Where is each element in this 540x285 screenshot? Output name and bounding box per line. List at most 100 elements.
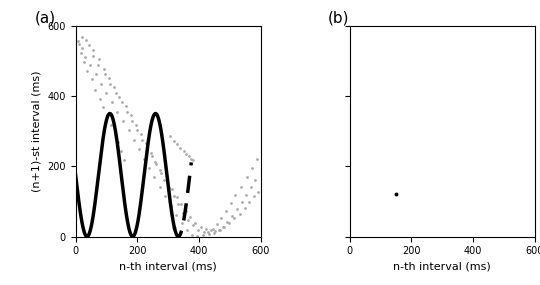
Point [90,87,99,92]
Point [151,160,159,164]
Point [124,128,133,133]
Point [208,227,217,231]
Point [110,85,118,89]
Point [248,166,256,170]
Point [148,154,157,159]
Point [134,147,143,152]
Point [122,103,130,108]
Point [187,156,195,161]
Point [87,77,96,81]
Point [223,219,232,224]
Point [107,123,116,127]
Y-axis label: (n+1)-st interval (ms): (n+1)-st interval (ms) [32,70,42,192]
Point [145,166,153,170]
Point [107,100,116,105]
Point [114,140,123,144]
Point [167,187,176,192]
Point [232,207,241,211]
Point [242,175,251,180]
Point [211,229,219,234]
Point [150,175,159,180]
Point [112,91,120,95]
Point [100,66,109,71]
Point [137,132,145,136]
Point [155,168,164,173]
Point [147,150,156,155]
Point [245,200,253,204]
Point [193,234,202,238]
Point [119,119,128,123]
Text: (b): (b) [327,11,349,26]
Point [80,59,89,64]
Point [203,230,212,235]
Point [100,72,109,76]
Point [194,227,202,232]
X-axis label: n-th interval (ms): n-th interval (ms) [393,262,491,272]
Point [176,146,184,150]
Point [123,109,132,114]
Point [186,215,195,219]
Point [230,216,239,221]
Point [182,209,191,213]
Point [185,154,193,159]
Point [165,134,174,139]
Point [102,91,110,95]
Point [188,233,197,237]
Point [184,217,193,222]
Point [96,97,104,101]
Point [235,211,244,216]
Point [98,105,107,109]
Point [241,193,250,197]
Point [86,63,94,67]
Point [210,231,218,235]
Point [220,224,228,229]
Point [163,179,171,183]
Point [89,53,98,58]
Point [117,149,126,154]
Point [174,202,183,207]
Point [140,156,149,161]
Point [196,224,205,229]
Point [189,223,198,228]
Point [83,68,92,73]
Point [201,227,210,231]
Point [166,203,175,208]
Point [84,43,93,47]
Point [222,209,231,213]
Point [81,54,90,59]
Point [249,194,258,198]
Point [91,72,100,76]
Point [132,128,141,133]
Point [161,194,170,198]
Point [213,222,221,227]
Point [115,94,124,99]
Point [127,119,136,123]
Point [111,132,119,136]
Point [228,214,237,218]
Point [253,156,261,161]
Point [215,228,224,233]
Point [172,213,180,217]
Point [199,230,208,235]
Point [246,184,255,189]
Point [206,228,215,233]
Point [182,152,191,156]
Point [103,114,111,119]
Point [155,184,164,189]
Point [77,46,86,51]
Point [215,228,224,233]
Point [191,221,200,225]
Point [74,39,83,44]
Point [129,138,138,142]
Point [170,139,178,143]
Point [120,158,129,162]
Point [93,63,102,67]
Point [82,38,91,43]
Point [178,221,186,225]
Point [143,146,152,150]
Point [183,228,192,233]
Point [75,42,84,46]
Point [78,34,87,39]
Point [97,81,105,86]
Point [131,123,140,127]
